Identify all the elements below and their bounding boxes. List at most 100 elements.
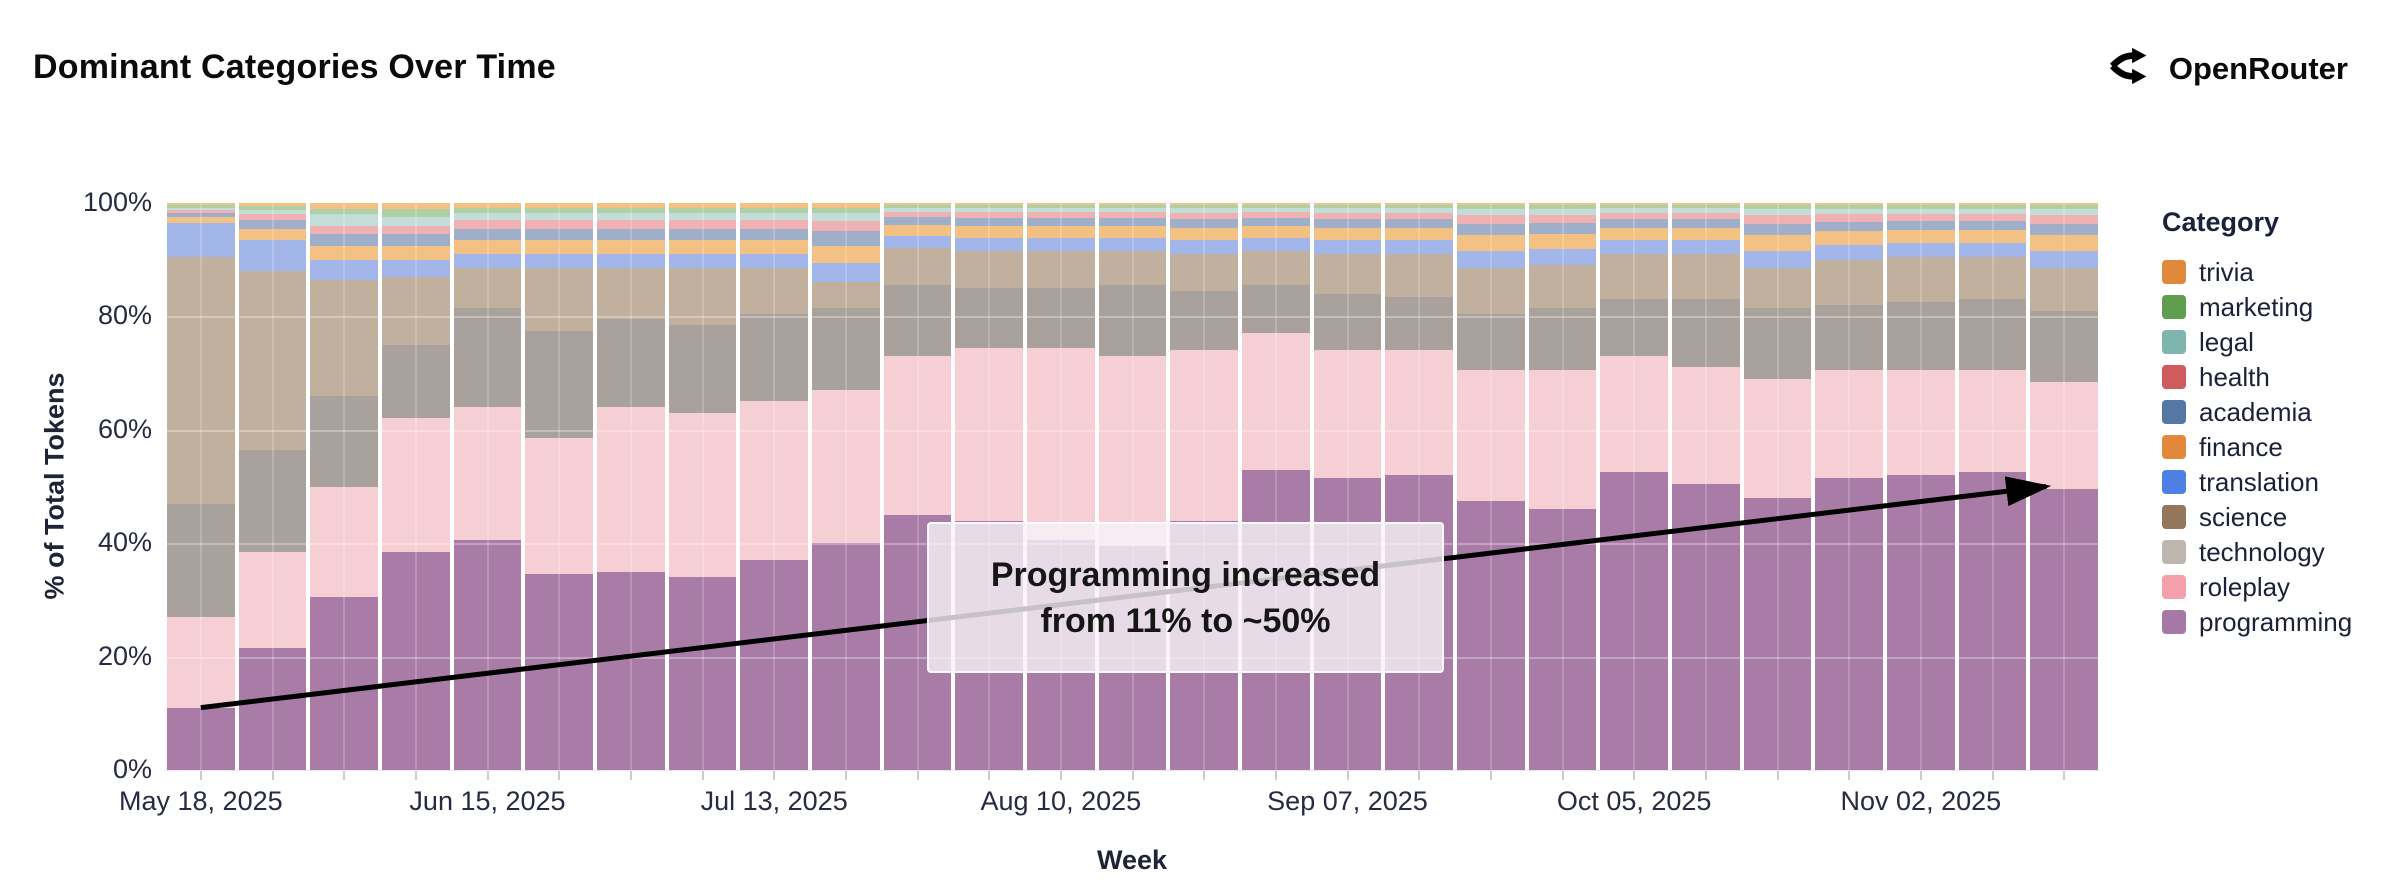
bar-segment-marketing [1385,204,1453,208]
bar-segment-technology [668,324,737,413]
gridline-v-week-2 [343,203,346,770]
legend-label: trivia [2199,257,2254,287]
bar-segment-trivia [1098,203,1167,205]
bar-segment-health [1887,213,1955,221]
bar-segment-science [883,248,952,286]
openrouter-brand: OpenRouter [2109,46,2348,91]
bar-segment-trivia [1672,203,1740,205]
gridline-h-60 [165,429,2100,432]
bar-segment-finance [1887,229,1955,243]
bar-segment-translation [238,239,307,272]
gridline-v-week-9 [844,203,847,770]
y-tick-label: 80% [97,300,152,331]
bar-segment-finance [1672,227,1740,241]
bar-segment-roleplay [1672,367,1740,484]
bar-segment-marketing [812,207,880,214]
bar-segment-marketing [1098,204,1167,208]
bar-segment-science [1098,251,1167,286]
bar-segment-roleplay [1958,370,2027,473]
bar-segment-health [668,220,737,229]
bar-segment-translation [597,254,665,269]
bar-segment-trivia [1457,203,1525,206]
bar-segment-academia [597,228,665,240]
legend-swatch-marketing [2162,295,2186,319]
bar-segment-finance [1528,233,1597,249]
chart-plot [165,203,2100,771]
bar-segment-marketing [1815,205,1883,209]
bar-segment-trivia [1385,203,1453,205]
bar-segment-finance [1457,235,1525,252]
bar-segment-translation [1958,242,2027,257]
bar-segment-marketing [525,207,593,214]
bar-segment-marketing [740,207,808,214]
bar-segment-finance [453,239,522,255]
gridline-v-week-15 [1274,203,1277,770]
bar-segment-academia [1242,218,1310,227]
bar-segment-technology [1528,307,1597,371]
y-tick-label: 0% [112,754,152,784]
legend-swatch-technology [2162,540,2186,564]
bar-segment-academia [1815,221,1883,232]
y-tick-label: 40% [97,527,152,558]
bar-segment-translation [740,254,808,269]
bar-segment-finance [883,224,952,236]
gridline-v-week-23 [1848,203,1851,770]
legend-swatch-academia [2162,400,2186,424]
legend-item-technology: technology [2162,539,2352,565]
bar-segment-marketing [668,207,737,214]
bar-segment-legal [1815,208,1883,215]
bar-segment-translation [1815,244,1883,260]
bar-segment-marketing [1170,204,1238,208]
legend-label: marketing [2199,292,2314,322]
bar-segment-finance [1385,227,1453,241]
bar-segment-health [597,220,665,229]
bar-segment-marketing [167,205,235,208]
bar-segment-academia [1887,220,1955,230]
bar-segment-finance [382,245,450,260]
bar-segment-legal [525,213,593,221]
gridline-v-week-16 [1346,203,1349,770]
bar-segment-trivia [1170,203,1238,205]
gridline-v-week-14 [1203,203,1206,770]
bar-segment-marketing [1528,205,1597,209]
bar-segment-science [1672,254,1740,300]
bar-segment-finance [1098,226,1167,239]
bar-segment-programming [167,707,235,770]
legend-swatch-health [2162,365,2186,389]
x-tick-mark [2063,771,2066,780]
bar-segment-trivia [955,203,1023,205]
y-tick-label: 20% [97,640,152,671]
bar-segment-translation [1385,240,1453,255]
bar-segment-finance [812,245,880,263]
legend-label: translation [2199,467,2319,497]
bar-segment-technology [812,307,880,391]
x-tick-mark [1633,771,1636,780]
x-tick-mark [343,771,346,780]
bar-segment-finance [597,239,665,255]
gridline-v-week-12 [1059,203,1062,770]
bar-segment-technology [1958,299,2027,371]
bar-segment-health [883,211,952,218]
bar-segment-academia [310,234,378,246]
bar-segment-trivia [310,203,378,209]
legend-item-marketing: marketing [2162,292,2352,322]
legend-items: trivia marketing legal health academia financ… [2162,257,2352,635]
bar-segment-roleplay [1815,370,1883,478]
bar-segment-legal [668,213,737,221]
legend-label: health [2199,362,2270,392]
legend-item-science: science [2162,504,2352,530]
bar-segment-roleplay [1743,378,1812,498]
bar-segment-health [1242,212,1310,219]
gridline-v-week-6 [629,203,632,770]
bar-segment-marketing [597,207,665,214]
x-tick-mark [271,771,274,780]
gridline-h-80 [165,316,2100,319]
bar-segment-legal [740,213,808,221]
x-tick-mark [1561,771,1564,780]
legend-swatch-finance [2162,435,2186,459]
bar-segment-science [2030,268,2098,311]
bar-segment-marketing [1958,205,2027,209]
annotation-callout: Programming increased from 11% to ~50% [927,522,1444,673]
bar-segment-technology [1098,285,1167,357]
legend-swatch-roleplay [2162,575,2186,599]
